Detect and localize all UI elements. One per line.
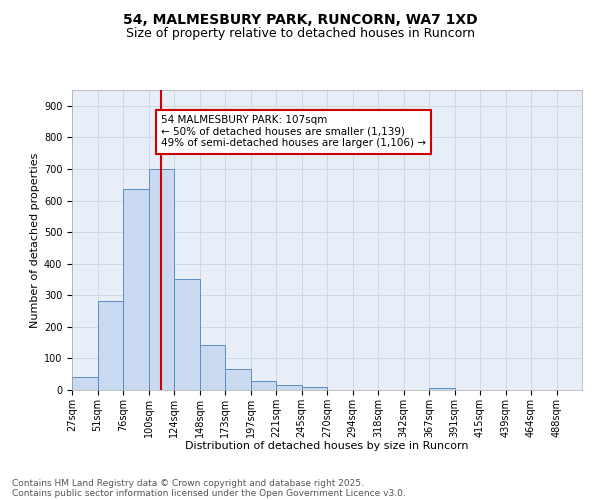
Bar (276, 384, 302, 390)
Bar (429, 388, 455, 390)
Text: Contains HM Land Registry data © Crown copyright and database right 2025.: Contains HM Land Registry data © Crown c… (12, 478, 364, 488)
Bar (123, 190, 149, 390)
Y-axis label: Number of detached properties: Number of detached properties (29, 152, 40, 328)
Bar (302, 386, 327, 390)
Text: 54, MALMESBURY PARK, RUNCORN, WA7 1XD: 54, MALMESBURY PARK, RUNCORN, WA7 1XD (122, 12, 478, 26)
Bar (225, 370, 251, 390)
Bar (149, 169, 174, 390)
Bar (251, 381, 276, 390)
X-axis label: Distribution of detached houses by size in Runcorn: Distribution of detached houses by size … (185, 441, 469, 451)
Text: Size of property relative to detached houses in Runcorn: Size of property relative to detached ho… (125, 28, 475, 40)
Text: Contains public sector information licensed under the Open Government Licence v3: Contains public sector information licen… (12, 488, 406, 498)
Bar (199, 345, 225, 390)
Bar (174, 280, 199, 390)
Bar (72, 378, 97, 390)
Bar (97, 300, 123, 390)
Text: 54 MALMESBURY PARK: 107sqm
← 50% of detached houses are smaller (1,139)
49% of s: 54 MALMESBURY PARK: 107sqm ← 50% of deta… (161, 116, 426, 148)
